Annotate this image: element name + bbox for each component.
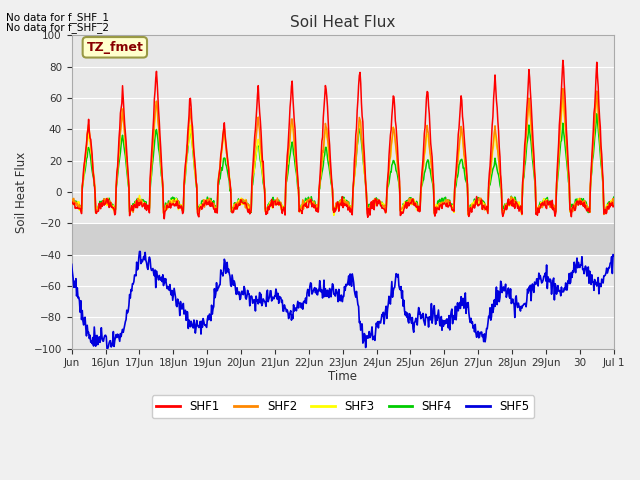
Title: Soil Heat Flux: Soil Heat Flux — [290, 15, 396, 30]
Legend: SHF1, SHF2, SHF3, SHF4, SHF5: SHF1, SHF2, SHF3, SHF4, SHF5 — [152, 396, 534, 418]
Y-axis label: Soil Heat Flux: Soil Heat Flux — [15, 151, 28, 233]
Bar — [72, 223, 614, 254]
Text: No data for f_SHF_1: No data for f_SHF_1 — [6, 12, 109, 23]
X-axis label: Time: Time — [328, 370, 357, 383]
Text: TZ_fmet: TZ_fmet — [86, 41, 143, 54]
Text: No data for f_SHF_2: No data for f_SHF_2 — [6, 22, 109, 33]
